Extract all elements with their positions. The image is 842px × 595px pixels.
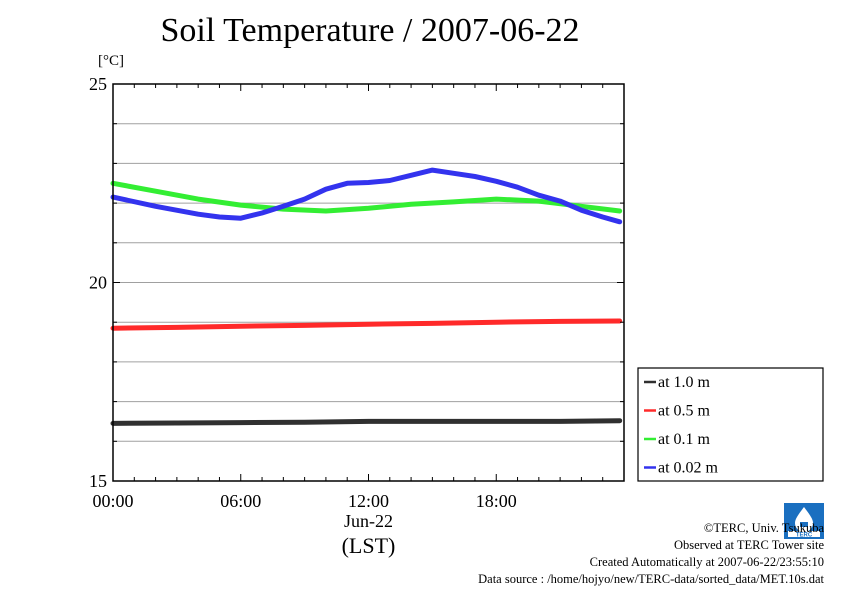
y-tick-label: 15	[89, 471, 107, 491]
copyright-text: ©TERC, Univ. Tsukuba	[703, 521, 824, 535]
x-axis-label: (LST)	[342, 533, 396, 558]
legend-label: at 0.5 m	[658, 403, 711, 420]
legend-box	[637, 367, 824, 482]
legend-label: at 0.02 m	[658, 460, 719, 477]
series-line-2	[110, 180, 623, 214]
legend-label: at 1.0 m	[658, 374, 711, 391]
series-line-3	[110, 167, 623, 225]
terc-logo: TERC	[784, 503, 824, 539]
footer-credits: ©TERC, Univ. Tsukuba Observed at TERC To…	[478, 520, 824, 588]
site-text: Observed at TERC Tower site	[673, 538, 824, 552]
chart-title: Soil Temperature / 2007-06-22	[160, 12, 580, 49]
x-tick-label: 12:00	[348, 491, 389, 511]
legend-label: at 0.1 m	[658, 431, 711, 448]
x-tick-label: 06:00	[220, 491, 261, 511]
data-source-text: Data source : /home/hojyo/new/TERC-data/…	[478, 572, 824, 586]
y-tick-label: 20	[89, 273, 107, 293]
created-text: Created Automatically at 2007-06-22/23:5…	[589, 555, 824, 569]
svg-text:TERC: TERC	[796, 533, 813, 539]
series-line-0	[110, 418, 623, 426]
date-label: Jun-22	[344, 511, 393, 531]
y-tick-label: 25	[89, 74, 107, 94]
x-tick-label: 00:00	[92, 491, 133, 511]
series-line-1	[110, 318, 623, 331]
y-axis-unit-label: [°C]	[98, 53, 124, 69]
x-tick-label: 18:00	[476, 491, 517, 511]
